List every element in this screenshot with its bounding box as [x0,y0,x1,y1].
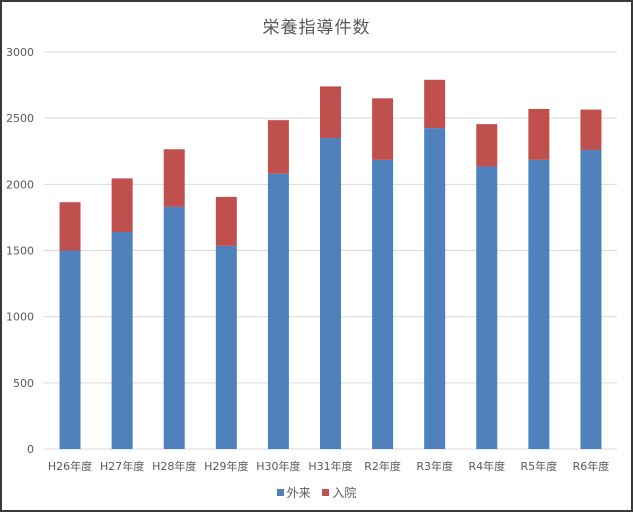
bar-segment [111,178,133,232]
bar-segment [528,108,550,160]
legend-label-inpatient: 入院 [332,486,357,500]
bar-segment [528,159,550,449]
chart-title: 栄養指導件数 [262,18,371,38]
bar-segment [215,196,237,246]
bar-segment [163,206,185,449]
legend-label-outpatient: 外来 [286,486,311,500]
bar-segment [476,166,498,450]
y-tick-label: 1500 [6,245,34,258]
legend: 外来 入院 [2,484,631,501]
y-tick-label: 2000 [6,178,34,191]
bar-segment [320,138,341,449]
x-tick-label: H29年度 [204,459,248,473]
bar-segment [476,124,498,167]
bar-segment [372,98,394,160]
legend-item-inpatient: 入院 [322,484,356,501]
y-tick-label: 3000 [6,46,34,59]
bar-segment [372,159,394,449]
x-tick-label: R2年度 [364,459,401,473]
x-tick-label: H26年度 [48,459,92,473]
bar-segment [163,149,185,207]
legend-swatch-inpatient [322,489,330,496]
bar-segment [215,245,237,449]
bar-segment [111,231,133,449]
legend-swatch-outpatient [276,489,284,496]
y-tick-label: 500 [13,377,34,390]
x-tick-label: H31年度 [308,459,352,473]
bar-segment [580,109,602,150]
x-tick-label: H28年度 [152,459,196,473]
y-tick-label: 1000 [6,311,34,324]
x-tick-label: R4年度 [468,459,505,473]
bar-segment [59,202,81,251]
bar-segment [580,149,602,449]
bar-segment [267,120,289,174]
x-tick-label: R6年度 [573,459,610,473]
bar-segment [267,173,289,449]
x-tick-label: R5年度 [521,459,558,473]
x-tick-label: R3年度 [416,459,453,473]
y-tick-label: 0 [27,443,34,456]
x-tick-label: H27年度 [100,459,144,473]
x-tick-label: H30年度 [256,459,300,473]
bar-segment [59,250,81,449]
y-tick-label: 2500 [6,112,34,125]
bar-segment [320,86,341,139]
bar-segment [424,128,446,449]
legend-item-outpatient: 外来 [276,484,311,501]
bar-segment [424,79,446,129]
